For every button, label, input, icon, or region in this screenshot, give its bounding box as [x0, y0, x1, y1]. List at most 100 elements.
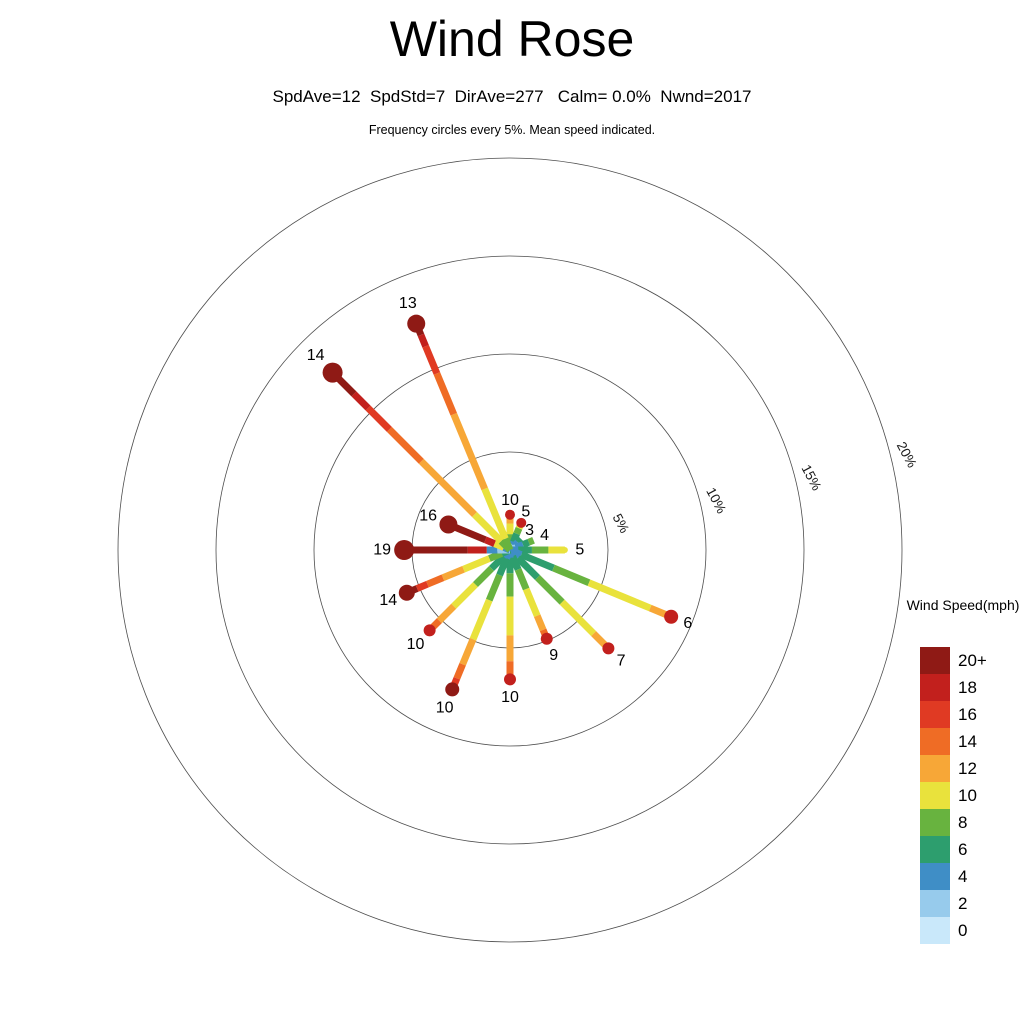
spoke-segment	[469, 598, 493, 641]
spoke-nnw: 13	[399, 295, 514, 552]
spoke-segment	[519, 551, 555, 572]
spoke-segment	[488, 550, 504, 562]
spoke-segment	[485, 573, 503, 602]
legend-entry: 18	[920, 674, 1023, 701]
legend-entries: 20+ 18 16 14 12 10 8 6 4 2 0	[920, 647, 1023, 944]
spoke-segment	[587, 579, 652, 612]
frequency-ring	[313, 353, 707, 747]
legend-entry: 0	[920, 917, 1023, 944]
spoke-segment	[484, 536, 496, 547]
spoke-segment	[451, 582, 478, 609]
legend-entry-label: 8	[958, 812, 968, 832]
wind-speed-legend: Wind Speed(mph) 20+ 18 16 14 12 10 8 6 4 2 0	[903, 597, 1023, 944]
spoke-tip	[540, 632, 553, 645]
spoke-segment	[552, 564, 591, 586]
spoke-nw: 14	[307, 347, 513, 553]
ring-percent-label: 15%	[798, 462, 824, 493]
legend-entry-label: 12	[958, 758, 977, 778]
spoke-segment	[521, 538, 531, 548]
spoke-tip	[439, 515, 458, 534]
legend-entry: 20+	[920, 647, 1023, 674]
spoke-segment	[415, 580, 429, 592]
legend-entry: 16	[920, 701, 1023, 728]
legend-swatch	[920, 701, 950, 728]
mean-speed-label: 10	[436, 699, 454, 716]
spoke-tip	[664, 609, 679, 624]
legend-swatch	[920, 782, 950, 809]
legend-entry-label: 16	[958, 704, 977, 724]
legend-entry-label: 0	[958, 920, 968, 940]
spoke-segment	[417, 333, 429, 348]
spoke-sw: 10	[407, 547, 513, 653]
spoke-segment	[514, 568, 530, 591]
spoke-tip	[505, 509, 515, 520]
mean-speed-label: 13	[399, 295, 417, 312]
spoke-segment	[527, 537, 535, 546]
spoke-tip	[602, 642, 615, 655]
spoke-segment	[441, 566, 465, 582]
spoke-tip	[423, 624, 436, 637]
spoke-segment	[489, 553, 507, 571]
legend-entry-label: 14	[958, 731, 977, 751]
mean-speed-label: 4	[540, 527, 549, 544]
frequency-note: Frequency circles every 5%. Mean speed i…	[368, 123, 656, 137]
legend-entry-label: 20+	[958, 650, 987, 670]
spoke-segment	[453, 662, 466, 680]
spoke-segment	[515, 536, 524, 545]
spoke-segment	[535, 575, 565, 605]
spoke-se: 7	[507, 547, 626, 670]
page-title: Wind Rose	[389, 11, 635, 67]
spoke-segment	[472, 512, 504, 544]
mean-speed-label: 14	[379, 592, 397, 609]
legend-title: Wind Speed(mph)	[906, 597, 1020, 613]
ring-percent-label: 20%	[894, 439, 920, 470]
legend-swatch	[920, 890, 950, 917]
ring-percent-label: 5%	[610, 511, 632, 535]
spoke-tip	[394, 540, 415, 560]
spoke-segment	[418, 458, 477, 517]
spoke-wsw: 14	[379, 546, 512, 609]
spoke-segment	[426, 574, 445, 588]
mean-speed-label: 6	[683, 615, 692, 632]
spoke-segment	[496, 557, 510, 577]
spoke-segment	[433, 372, 457, 416]
stats-line: SpdAve=12 SpdStd=7 DirAve=277 Calm= 0.0%…	[272, 87, 752, 106]
legend-swatch	[920, 728, 950, 755]
spoke-segment	[522, 587, 541, 617]
mean-speed-label: 10	[501, 492, 519, 509]
mean-speed-label: 10	[407, 636, 425, 653]
legend-entry: 4	[920, 863, 1023, 890]
legend-swatch	[920, 863, 950, 890]
spoke-segment	[450, 412, 488, 491]
spoke-tip	[516, 517, 527, 528]
spoke-segment	[459, 637, 477, 666]
spoke-segment	[515, 555, 541, 581]
legend-entry: 12	[920, 755, 1023, 782]
spoke-segment	[513, 526, 523, 536]
legend-swatch	[920, 674, 950, 701]
mean-speed-label: 9	[549, 647, 558, 664]
mean-speed-label: 10	[501, 689, 519, 706]
ring-percent-label: 10%	[703, 485, 729, 516]
spoke-sse: 9	[506, 548, 558, 664]
legend-entry: 14	[920, 728, 1023, 755]
legend-swatch	[920, 755, 950, 782]
legend-swatch	[920, 917, 950, 944]
legend-entry-label: 4	[958, 866, 968, 886]
spoke-segment	[502, 537, 514, 552]
spoke-segment	[365, 405, 392, 432]
spoke-segment	[422, 344, 441, 375]
spoke-segment	[481, 487, 509, 541]
frequency-ring	[215, 255, 805, 845]
legend-entry: 6	[920, 836, 1023, 863]
spoke-tip	[504, 673, 516, 686]
spoke-segment	[559, 599, 597, 637]
spoke-segment	[351, 391, 371, 411]
legend-entry: 2	[920, 890, 1023, 917]
legend-swatch	[920, 647, 950, 674]
spoke-segment	[510, 532, 520, 544]
spoke-segment	[386, 426, 424, 464]
spoke-tip	[398, 584, 415, 601]
